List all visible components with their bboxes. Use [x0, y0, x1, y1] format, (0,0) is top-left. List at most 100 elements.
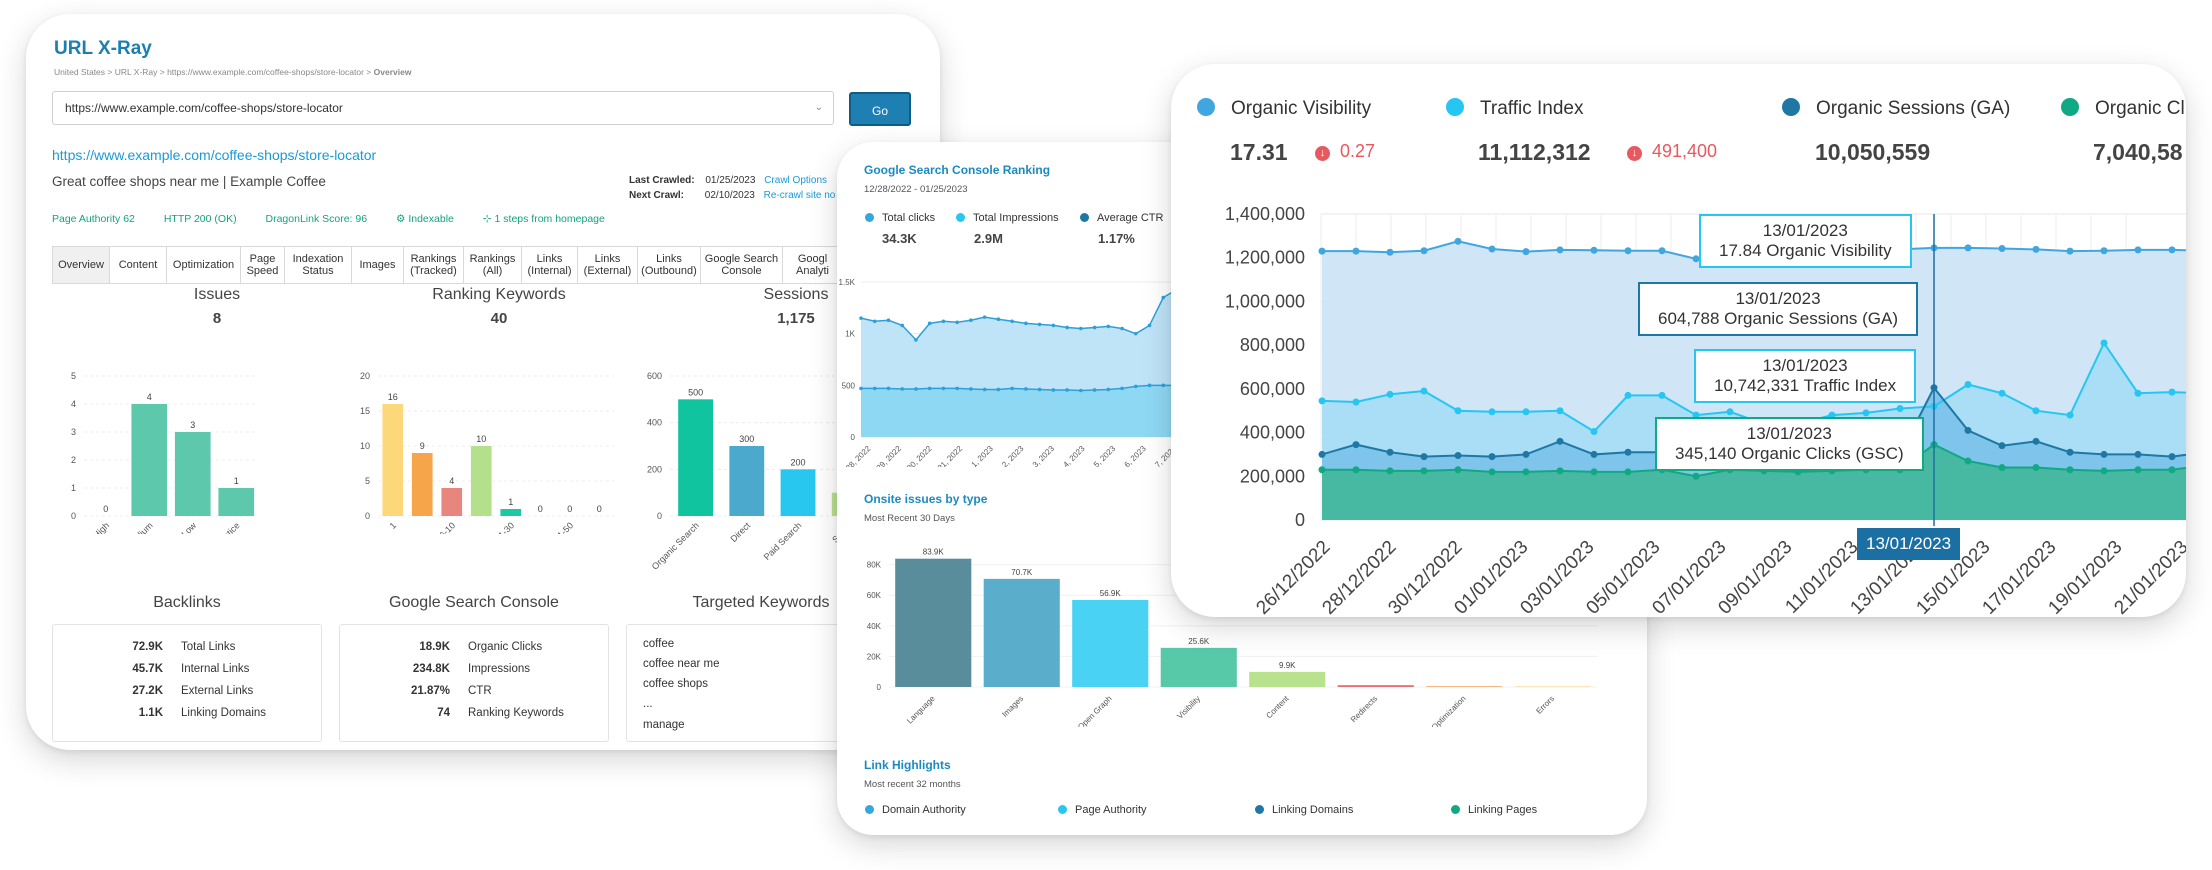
data-label: 0 [538, 504, 543, 514]
y-tick-label: 600 [647, 371, 662, 381]
clicks-point [914, 387, 918, 391]
breadcrumb-item[interactable]: United States [54, 67, 106, 77]
legend-dot [1197, 98, 1215, 116]
impressions-point [1051, 323, 1056, 328]
breadcrumb: United States > URL X-Ray > https://www.… [54, 67, 412, 77]
tab-links-outbound[interactable]: Links (Outbound) [638, 247, 701, 283]
backlinks-panel: 72.9K Total Links 45.7K Internal Links 27.… [52, 624, 322, 742]
tab-links-external[interactable]: Links (External) [578, 247, 638, 283]
backlinks-value: 45.7K [132, 663, 163, 675]
legend-label: Organic Visibility [1231, 98, 1372, 119]
data-point [1896, 405, 1904, 413]
impressions-point [914, 338, 918, 342]
legend-item-organic-sessions[interactable]: Organic Sessions (GA) [1782, 98, 2010, 120]
data-point [1556, 246, 1564, 254]
tab-images[interactable]: Images [352, 247, 404, 283]
page-url-link[interactable]: https://www.example.com/coffee-shops/sto… [52, 147, 377, 163]
breadcrumb-current: Overview [373, 67, 412, 77]
y-tick-label: 0 [71, 511, 76, 521]
x-tick-label: Content [1264, 694, 1291, 721]
data-point [1454, 452, 1462, 460]
legend-item-linking-domains[interactable]: Linking Domains [1255, 804, 1353, 816]
legend-item-organic-visibility[interactable]: Organic Visibility [1197, 98, 1371, 120]
backlinks-row: 72.9K Total Links [103, 641, 235, 653]
backlinks-value: 1.1K [138, 707, 163, 719]
bar [1426, 686, 1503, 687]
clicks-point [1092, 388, 1097, 392]
tab-rankings-tracked[interactable]: Rankings (Tracked) [404, 247, 464, 283]
legend-item-organic-clicks[interactable]: Organic Cli [2061, 98, 2186, 120]
tab-page-speed[interactable]: Page Speed [241, 247, 285, 283]
bar [678, 399, 714, 516]
clicks-point [1079, 388, 1083, 393]
clicks-point [872, 386, 877, 391]
legend-item-domain-authority[interactable]: Domain Authority [865, 804, 966, 816]
chevron-down-icon[interactable]: ⌄ [814, 102, 823, 113]
data-point [1828, 411, 1836, 419]
impressions-point [1120, 326, 1124, 331]
impressions-point [1161, 295, 1166, 300]
tab-google-analytics[interactable]: Googl Analyti [783, 247, 843, 283]
data-point [2168, 388, 2176, 396]
data-point [2134, 450, 2142, 458]
y-tick-label: 10 [360, 441, 370, 451]
y-tick-label: 0 [851, 433, 856, 442]
data-point [1522, 408, 1530, 416]
tab-content[interactable]: Content [110, 247, 167, 283]
y-tick-label: 20K [867, 652, 882, 661]
onsite-issues-title: Onsite issues by type [864, 492, 988, 506]
legend-dot [1255, 805, 1264, 814]
data-point [1964, 380, 1972, 388]
backlinks-row: 1.1K Linking Domains [103, 707, 266, 719]
data-label: 0 [103, 504, 108, 514]
x-tick-label: Images [1000, 694, 1025, 719]
legend-item-average-ctr[interactable]: Average CTR [1080, 212, 1163, 224]
data-point [1352, 441, 1360, 449]
keyword-item: coffee near me [643, 658, 720, 670]
arrow-down-icon: ↓ [1627, 146, 1642, 161]
clicks-point [1065, 388, 1069, 392]
breadcrumb-item[interactable]: https://www.example.com/coffee-shops/sto… [167, 67, 364, 77]
manage-keywords-link[interactable]: manage [643, 719, 685, 731]
link-highlights-subtitle: Most recent 32 months [864, 779, 961, 790]
organic-visibility-delta: ↓ 0.27 [1315, 141, 1375, 162]
data-point [1590, 450, 1598, 458]
legend-label: Total clicks [882, 212, 936, 224]
legend-item-traffic-index[interactable]: Traffic Index [1446, 98, 1584, 120]
data-point [1420, 247, 1428, 255]
data-label: 56.9K [1100, 589, 1122, 598]
organic-performance-chart: 0 200,000 400,000 600,000 800,000 1,000,000 1,… [1225, 204, 2186, 617]
crawl-options-link[interactable]: Crawl Options [764, 175, 828, 186]
url-input[interactable]: https://www.example.com/coffee-shops/sto… [52, 91, 834, 125]
clicks-point [982, 387, 987, 392]
tab-overview[interactable]: Overview [53, 247, 110, 283]
gsc-value: 74 [437, 707, 450, 719]
tab-optimization[interactable]: Optimization [167, 247, 241, 283]
gsc-label: Ranking Keywords [468, 707, 564, 719]
impressions-point [1133, 331, 1138, 336]
legend-item-total-impressions[interactable]: Total Impressions [956, 212, 1059, 224]
data-point [1556, 407, 1564, 415]
tab-indexation-status[interactable]: Indexation Status [285, 247, 352, 283]
tab-rankings-all[interactable]: Rankings (All) [464, 247, 522, 283]
x-tick-label: 1 [388, 520, 399, 531]
data-label: 4 [449, 476, 454, 486]
y-tick-label: 600,000 [1240, 379, 1305, 399]
gsc-label: Impressions [468, 663, 530, 675]
breadcrumb-item[interactable]: URL X-Ray [114, 67, 158, 77]
legend-item-linking-pages[interactable]: Linking Pages [1451, 804, 1537, 816]
tab-google-search-console[interactable]: Google Search Console [701, 247, 783, 283]
clicks-point [927, 386, 932, 391]
legend-item-total-clicks[interactable]: Total clicks [865, 212, 935, 224]
legend-dot [865, 213, 874, 222]
data-point [1590, 468, 1598, 476]
page-meta-title: Great coffee shops near me | Example Cof… [52, 174, 326, 189]
recrawl-link[interactable]: Re-crawl site no [763, 190, 836, 201]
legend-item-page-authority[interactable]: Page Authority [1058, 804, 1147, 816]
x-tick-label: Redirects [1349, 694, 1379, 724]
arrow-down-icon: ↓ [1315, 146, 1330, 161]
clicks-point [1120, 386, 1124, 391]
go-button[interactable]: Go [849, 92, 911, 126]
tab-links-internal[interactable]: Links (Internal) [522, 247, 578, 283]
gsc-ranking-title: Google Search Console Ranking [864, 163, 1051, 177]
